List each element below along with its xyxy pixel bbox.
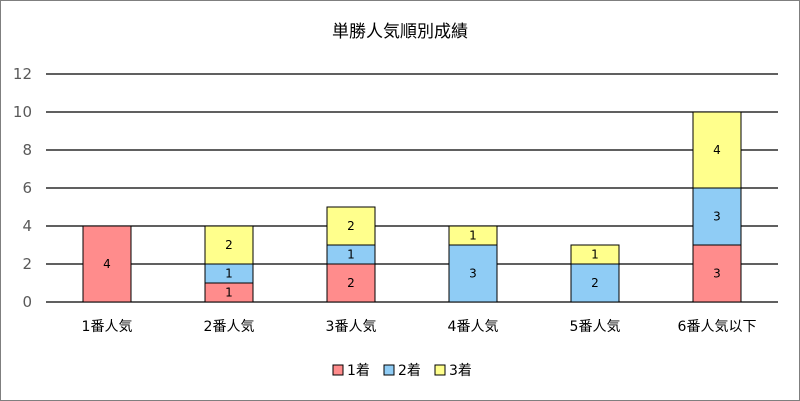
data-label: 3: [713, 267, 721, 281]
bar-segment: [692, 111, 742, 189]
x-tick-label: 4番人気: [448, 319, 499, 335]
bar-segment: [204, 225, 254, 265]
data-label: 2: [347, 219, 355, 233]
data-label: 1: [225, 267, 233, 281]
y-tick-label: 10: [13, 103, 32, 121]
data-label: 4: [713, 143, 721, 157]
bar-segment: [448, 225, 498, 246]
bar-segment: [448, 244, 498, 303]
bars: 4 1 1 2 2 1 2 3 1 2 1 3 3 4: [82, 111, 742, 303]
data-label: 2: [225, 238, 233, 252]
bar-segment: [326, 263, 376, 303]
x-tick-label: 1番人気: [82, 319, 133, 335]
legend-swatch: [383, 364, 395, 376]
x-tick-label: 2番人気: [204, 319, 255, 335]
x-axis-ticks: 1番人気 2番人気 3番人気 4番人気 5番人気 6番人気以下: [82, 319, 757, 335]
legend-label: 3着: [449, 363, 472, 379]
legend-label: 2着: [398, 363, 421, 379]
gridlines: [46, 73, 778, 303]
legend: 1着 2着 3着: [332, 363, 472, 379]
data-label: 3: [713, 210, 721, 224]
bar-segment: [570, 244, 620, 265]
x-tick-label: 5番人気: [570, 319, 621, 335]
x-tick-label: 6番人気以下: [678, 319, 757, 335]
bar-segment: [326, 206, 376, 246]
data-label: 4: [103, 257, 111, 271]
bar-segment: [82, 225, 132, 303]
y-tick-label: 2: [22, 255, 32, 273]
data-label: 2: [591, 276, 599, 290]
y-tick-label: 12: [13, 65, 32, 83]
x-tick-label: 3番人気: [326, 319, 377, 335]
bar-segment: [692, 187, 742, 246]
legend-swatch: [434, 364, 446, 376]
data-label: 1: [225, 286, 233, 300]
data-label: 1: [469, 229, 477, 243]
legend-label: 1着: [347, 363, 370, 379]
y-tick-label: 4: [22, 217, 32, 235]
data-label: 1: [591, 248, 599, 262]
data-label: 3: [469, 267, 477, 281]
y-tick-label: 8: [22, 141, 32, 159]
y-axis-ticks: 0 2 4 6 8 10 12: [13, 65, 32, 311]
chart-title: 単勝人気順別成績: [332, 22, 468, 42]
data-label: 2: [347, 276, 355, 290]
y-tick-label: 6: [22, 179, 32, 197]
legend-swatch: [332, 364, 344, 376]
bar-segment: [570, 263, 620, 303]
y-tick-label: 0: [22, 293, 32, 311]
data-label: 1: [347, 248, 355, 262]
